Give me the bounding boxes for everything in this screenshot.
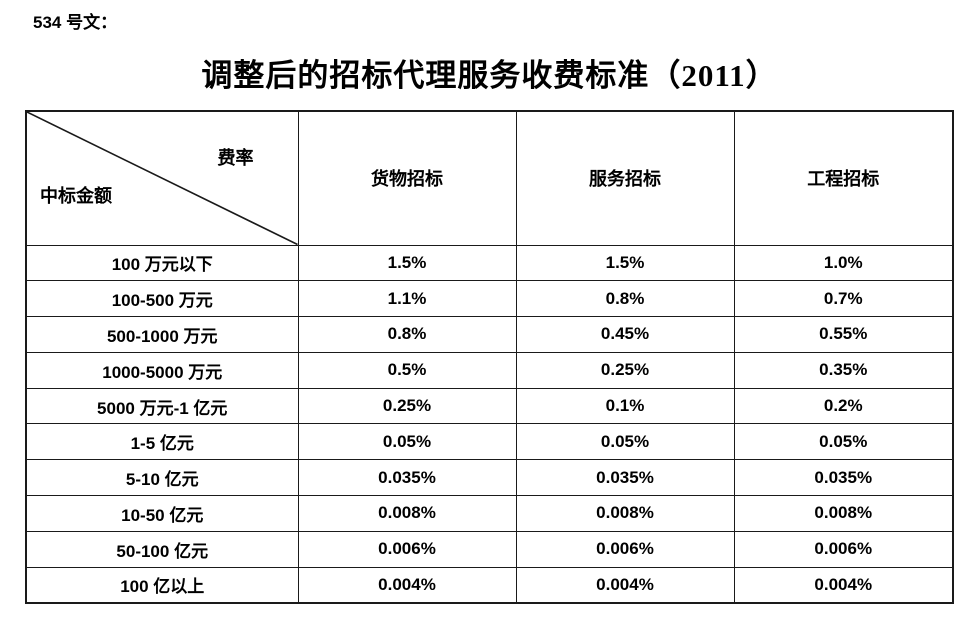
cell-value: 0.006% <box>297 530 517 568</box>
table-header-row: 费率 中标金额 货物招标 服务招标 工程招标 <box>25 110 954 246</box>
cell-value: 0.1% <box>515 387 735 425</box>
cell-value: 0.008% <box>515 495 735 532</box>
table-row: 50-100 亿元 0.006% 0.006% 0.006% <box>25 530 954 568</box>
row-label: 5-10 亿元 <box>25 459 299 497</box>
cell-value: 0.035% <box>515 459 735 497</box>
cell-value: 0.5% <box>297 351 517 389</box>
corner-header-cell: 费率 中标金额 <box>25 110 299 246</box>
table-row: 100 万元以下 1.5% 1.5% 1.0% <box>25 244 954 282</box>
row-label: 100-500 万元 <box>25 280 299 318</box>
cell-value: 0.8% <box>297 316 517 353</box>
cell-value: 0.55% <box>733 316 954 353</box>
cell-value: 0.25% <box>297 387 517 425</box>
cell-value: 0.004% <box>297 566 517 604</box>
table-row: 500-1000 万元 0.8% 0.45% 0.55% <box>25 316 954 353</box>
fee-rate-table: 费率 中标金额 货物招标 服务招标 工程招标 100 万元以下 1.5% 1.5… <box>25 110 954 604</box>
page-title: 调整后的招标代理服务收费标准（2011） <box>201 58 778 93</box>
doc-number: 534 号文： <box>33 13 118 32</box>
cell-value: 0.004% <box>515 566 735 604</box>
table-row: 1-5 亿元 0.05% 0.05% 0.05% <box>25 423 954 461</box>
row-label: 1000-5000 万元 <box>25 351 299 389</box>
cell-value: 1.0% <box>733 244 954 282</box>
column-header-goods: 货物招标 <box>297 110 517 246</box>
diagonal-divider-line <box>27 112 298 245</box>
table-row: 5000 万元-1 亿元 0.25% 0.1% 0.2% <box>25 387 954 425</box>
cell-value: 0.008% <box>297 495 517 532</box>
table-row: 5-10 亿元 0.035% 0.035% 0.035% <box>25 459 954 497</box>
cell-value: 0.006% <box>733 530 954 568</box>
row-label: 500-1000 万元 <box>25 316 299 353</box>
column-header-services: 服务招标 <box>515 110 735 246</box>
cell-value: 0.7% <box>733 280 954 318</box>
table-row: 100-500 万元 1.1% 0.8% 0.7% <box>25 280 954 318</box>
cell-value: 0.05% <box>733 423 954 461</box>
cell-value: 0.05% <box>515 423 735 461</box>
row-label: 1-5 亿元 <box>25 423 299 461</box>
cell-value: 1.5% <box>297 244 517 282</box>
cell-value: 0.008% <box>733 495 954 532</box>
cell-value: 0.05% <box>297 423 517 461</box>
row-label: 5000 万元-1 亿元 <box>25 387 299 425</box>
row-label: 100 亿以上 <box>25 566 299 604</box>
table-row: 10-50 亿元 0.008% 0.008% 0.008% <box>25 495 954 532</box>
column-header-engineering: 工程招标 <box>733 110 954 246</box>
cell-value: 0.2% <box>733 387 954 425</box>
cell-value: 0.006% <box>515 530 735 568</box>
cell-value: 1.5% <box>515 244 735 282</box>
row-label: 50-100 亿元 <box>25 530 299 568</box>
cell-value: 0.25% <box>515 351 735 389</box>
corner-label-rate: 费率 <box>217 148 254 168</box>
row-label: 100 万元以下 <box>25 244 299 282</box>
cell-value: 0.35% <box>733 351 954 389</box>
cell-value: 1.1% <box>297 280 517 318</box>
cell-value: 0.035% <box>733 459 954 497</box>
table-row: 1000-5000 万元 0.5% 0.25% 0.35% <box>25 351 954 389</box>
row-label: 10-50 亿元 <box>25 495 299 532</box>
cell-value: 0.8% <box>515 280 735 318</box>
corner-label-amount: 中标金额 <box>40 186 112 206</box>
cell-value: 0.45% <box>515 316 735 353</box>
cell-value: 0.035% <box>297 459 517 497</box>
cell-value: 0.004% <box>733 566 954 604</box>
table-row: 100 亿以上 0.004% 0.004% 0.004% <box>25 566 954 604</box>
